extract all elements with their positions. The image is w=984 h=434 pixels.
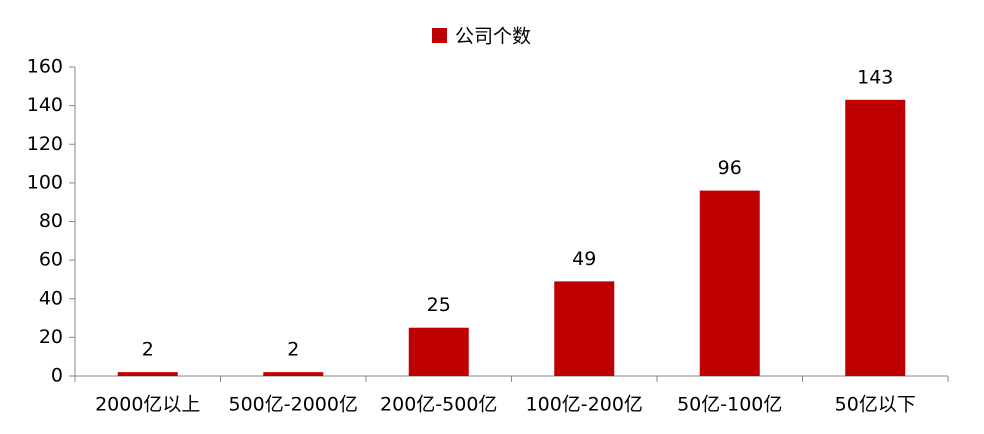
x-tick-label: 100亿-200亿 [526,394,643,416]
x-tick-label: 50亿-100亿 [677,394,782,416]
y-tick-label: 60 [39,249,63,271]
x-tick-label: 200亿-500亿 [380,394,497,416]
y-tick-label: 100 [27,171,63,193]
bar [263,372,324,376]
x-tick-label: 500亿-2000亿 [229,394,358,416]
x-tick-label: 50亿以下 [835,394,916,416]
data-label: 49 [572,248,596,270]
y-tick-label: 0 [51,365,63,387]
y-tick-label: 160 [27,56,63,78]
bar [699,190,760,376]
y-tick-label: 20 [39,326,63,348]
legend-swatch [432,28,447,43]
data-label: 143 [857,66,893,88]
bar [845,99,906,377]
x-tick-label: 2000亿以上 [95,394,200,416]
legend-label: 公司个数 [455,26,531,48]
data-label: 25 [427,294,451,316]
bar [408,327,469,376]
bar [554,281,615,376]
bar [117,372,178,376]
y-tick-label: 80 [39,210,63,232]
data-label: 2 [142,339,154,361]
y-tick-label: 140 [27,94,63,116]
data-label: 2 [287,339,299,361]
data-label: 96 [718,157,742,179]
y-tick-label: 40 [39,287,63,309]
y-tick-label: 120 [27,133,63,155]
